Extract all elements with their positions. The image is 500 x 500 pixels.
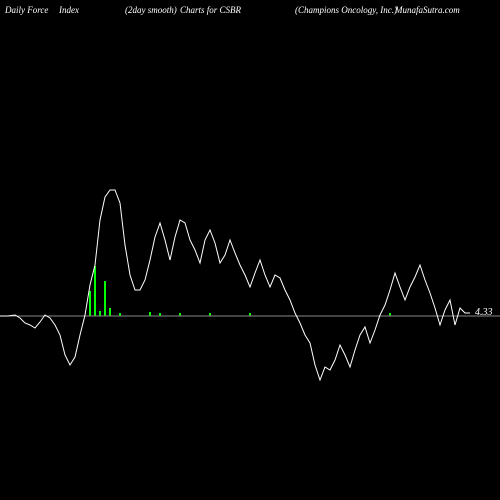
title-company: (Champions Oncology, Inc.): [295, 5, 397, 15]
title-index: Index: [59, 5, 79, 15]
volume-bar: [89, 291, 91, 316]
volume-bar: [104, 281, 106, 316]
volume-bar: [94, 266, 96, 316]
chart-header: Daily Force Index (2day smooth) Charts f…: [0, 5, 500, 25]
title-force: Daily Force: [5, 5, 48, 15]
current-value-label: 4.33: [475, 307, 493, 318]
volume-bars: [89, 266, 391, 316]
price-line: [0, 190, 470, 380]
title-charts-for: Charts for CSBR: [180, 5, 241, 15]
volume-bar: [99, 311, 101, 316]
force-index-chart: [0, 25, 500, 475]
volume-bar: [149, 312, 151, 316]
volume-bar: [109, 308, 111, 316]
title-smooth: (2day smooth): [125, 5, 177, 15]
title-site: MunafaSutra.com: [395, 5, 460, 15]
